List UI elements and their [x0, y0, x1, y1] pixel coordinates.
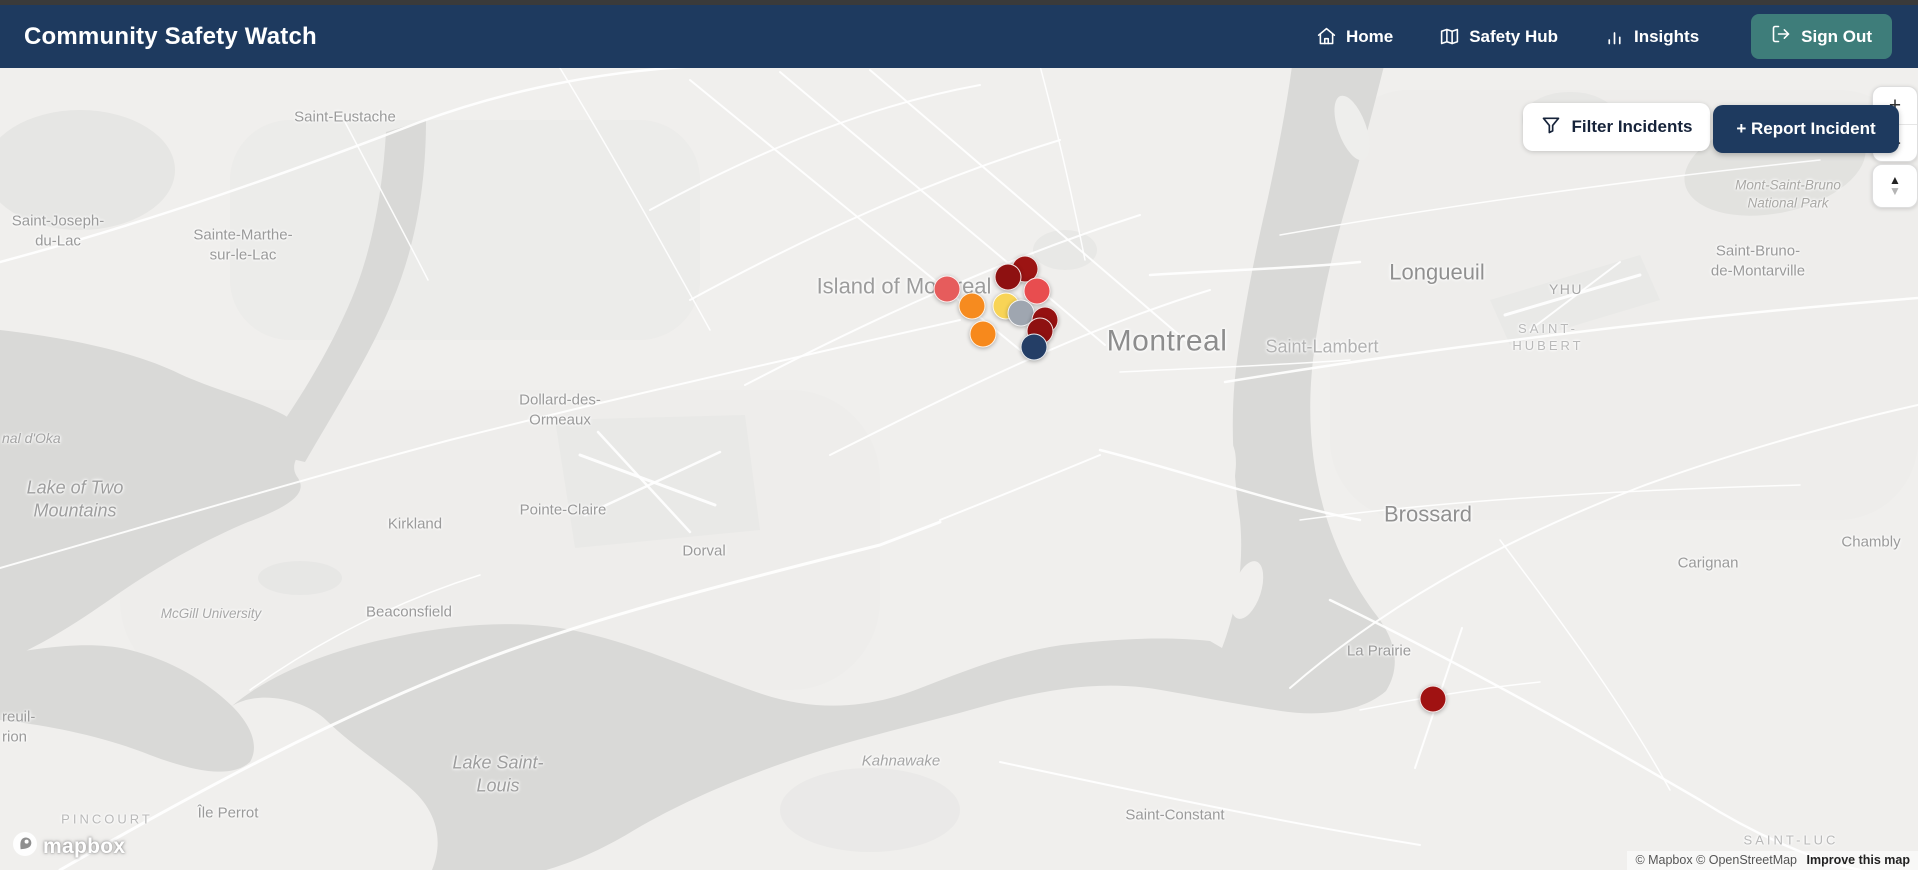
incident-marker[interactable] [1020, 333, 1048, 361]
attribution-improve-link[interactable]: Improve this map [1806, 853, 1911, 867]
incident-marker[interactable] [969, 320, 997, 348]
nav-label: Home [1345, 26, 1394, 46]
nav-item-home[interactable]: Home [1316, 26, 1393, 47]
filter-incidents-button[interactable]: Filter Incidents [1523, 103, 1710, 151]
bar-chart-icon [1604, 26, 1625, 47]
nav-item-insights[interactable]: Insights [1604, 26, 1699, 47]
nav-label: Safety Hub [1469, 26, 1558, 46]
window-chrome-strip [0, 0, 1918, 5]
compass-down-icon: ▼ [1889, 184, 1901, 198]
map-compass-control[interactable]: ▲ ▼ [1872, 164, 1918, 208]
incident-marker-layer [0, 68, 1918, 870]
report-incident-button[interactable]: + Report Incident [1713, 105, 1899, 153]
map-icon [1439, 26, 1460, 47]
home-icon [1316, 26, 1337, 47]
map-basemap [0, 68, 1918, 870]
mapbox-logo[interactable]: mapbox [12, 831, 125, 862]
nav-item-safety-hub[interactable]: Safety Hub [1439, 26, 1558, 47]
report-incident-label: + Report Incident [1736, 119, 1876, 138]
funnel-icon [1541, 115, 1561, 140]
sign-out-button[interactable]: Sign Out [1751, 14, 1892, 59]
nav-label: Insights [1634, 26, 1700, 46]
incident-marker[interactable] [933, 275, 961, 303]
mapbox-wordmark: mapbox [43, 834, 126, 858]
log-out-icon [1771, 24, 1791, 49]
incident-marker[interactable] [958, 292, 986, 320]
incident-marker[interactable] [1023, 277, 1051, 305]
compass-up-icon: ▲ [1889, 173, 1901, 187]
attribution-mapbox[interactable]: © Mapbox [1635, 853, 1693, 867]
map-canvas[interactable]: Saint-Eustache Saint-Joseph- du-Lac Sainte… [0, 68, 1918, 870]
app-header: Community Safety Watch Home Safety Hub [0, 5, 1918, 68]
map-attribution: © Mapbox © OpenStreetMap Improve this ma… [1627, 851, 1918, 870]
main-nav: Home Safety Hub Insights [1316, 14, 1892, 59]
filter-incidents-label: Filter Incidents [1571, 117, 1693, 136]
sign-out-label: Sign Out [1801, 26, 1872, 46]
attribution-osm[interactable]: © OpenStreetMap [1696, 853, 1798, 867]
app-title: Community Safety Watch [24, 22, 317, 50]
incident-marker[interactable] [1419, 685, 1447, 713]
incident-marker[interactable] [994, 263, 1022, 291]
mapbox-pin-icon [12, 831, 38, 862]
